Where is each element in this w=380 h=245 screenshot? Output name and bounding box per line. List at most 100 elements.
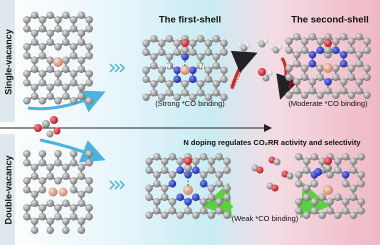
nitrogen-atom — [181, 52, 189, 61]
carbon-atom — [46, 226, 54, 235]
carbon-atom — [181, 46, 189, 54]
carbon-atom — [30, 217, 39, 226]
carbon-atom — [192, 211, 200, 220]
carbon-atom — [293, 77, 301, 86]
easy-arrow — [276, 57, 300, 100]
carbon-atom — [207, 211, 216, 220]
carbon-atom — [157, 75, 166, 84]
carbon-atom — [286, 172, 294, 180]
carbon-atom — [316, 73, 324, 82]
carbon-atom — [77, 29, 86, 38]
carbon-atom — [285, 91, 293, 100]
column-title: The first-shell — [159, 15, 221, 26]
carbon-atom — [324, 86, 332, 95]
carbon-atom — [85, 96, 93, 105]
carbon-atom — [85, 185, 93, 194]
carbon-atom — [54, 212, 62, 221]
carbon-atom — [300, 46, 309, 55]
carbon-atom — [85, 176, 93, 185]
carbon-atom — [85, 15, 93, 24]
carbon-atom — [334, 211, 342, 220]
carbon-atom — [223, 211, 231, 220]
oxygen-atom — [258, 68, 266, 76]
carbon-atom — [223, 184, 231, 193]
carbon-atom — [69, 158, 78, 167]
carbon-atom — [300, 73, 309, 82]
carbon-atom — [302, 157, 311, 166]
chevron — [114, 63, 121, 73]
carbon-atom — [165, 79, 174, 88]
carbon-atom — [347, 73, 356, 82]
carbon-atom — [142, 75, 150, 84]
carbon-atom — [355, 77, 363, 86]
carbon-atom — [30, 65, 39, 74]
carbon-atom — [355, 86, 363, 95]
carbon-atom — [220, 48, 228, 57]
carbon-atom — [157, 66, 166, 75]
carbon-atom — [332, 73, 340, 82]
carbon-atom — [23, 203, 31, 212]
oxygen-atom — [50, 116, 58, 124]
carbon-atom — [204, 66, 213, 75]
carbon-atom — [23, 185, 31, 194]
carbon-atom — [30, 11, 39, 20]
carbon-atom — [85, 78, 93, 87]
carbon-atom — [150, 88, 158, 97]
carbon-atom — [262, 74, 270, 82]
carbon-atom — [77, 83, 86, 92]
carbon-atom — [204, 39, 213, 48]
carbon-atom — [23, 212, 31, 221]
carbon-atom — [69, 15, 78, 24]
column-title: The second-shell — [291, 15, 369, 26]
carbon-atom — [38, 96, 47, 105]
carbon-atom — [46, 56, 54, 65]
carbon-atom — [220, 75, 228, 84]
carbon-atom — [145, 166, 153, 175]
copper-atom — [323, 185, 333, 195]
carbon-atom — [310, 197, 319, 206]
carbon-atom — [30, 38, 39, 47]
carbon-atom — [199, 197, 208, 206]
carbon-atom — [85, 69, 93, 78]
carbon-atom — [310, 206, 319, 215]
carbon-atom — [207, 157, 216, 166]
carbon-atom — [46, 92, 54, 101]
carbon-atom — [38, 24, 47, 33]
carbon-atom — [30, 29, 39, 38]
carbon-atom — [220, 93, 228, 102]
easy-label: easy — [287, 74, 296, 89]
carbon-atom — [173, 39, 181, 48]
carbon-atom — [215, 206, 223, 215]
carbon-atom — [316, 37, 324, 46]
binding-note: (Strong *CO binding) — [155, 99, 225, 108]
carbon-atom — [69, 96, 78, 105]
carbon-atom — [363, 37, 371, 46]
oxygen-atom — [184, 157, 192, 165]
nitrogen-atom — [192, 166, 200, 175]
carbon-atom — [46, 65, 54, 74]
carbon-atom — [62, 56, 70, 65]
carbon-atom — [349, 157, 358, 166]
carbon-atom — [302, 166, 311, 175]
carbon-atom — [273, 158, 281, 166]
carbon-atom — [212, 88, 220, 97]
carbon-atom — [54, 24, 62, 33]
oxygen-atom — [256, 166, 264, 174]
oxygen-atom — [34, 124, 42, 132]
carbon-atom — [62, 38, 70, 47]
carbon-atom — [285, 46, 293, 55]
carbon-atom — [30, 83, 39, 92]
nitrogen-atom — [173, 66, 181, 75]
carbon-atom — [165, 52, 174, 61]
carbon-atom — [357, 206, 365, 215]
carbon-atom — [173, 48, 181, 57]
carbon-atom — [30, 190, 39, 199]
carbon-atom — [62, 226, 70, 235]
nitrogen-atom — [189, 75, 197, 84]
carbon-atom — [62, 163, 70, 172]
carbon-atom — [318, 157, 326, 166]
nitrogen-atom — [332, 46, 340, 55]
chevron — [119, 180, 126, 190]
carbon-atom — [204, 48, 213, 57]
carbon-atom — [54, 42, 62, 51]
